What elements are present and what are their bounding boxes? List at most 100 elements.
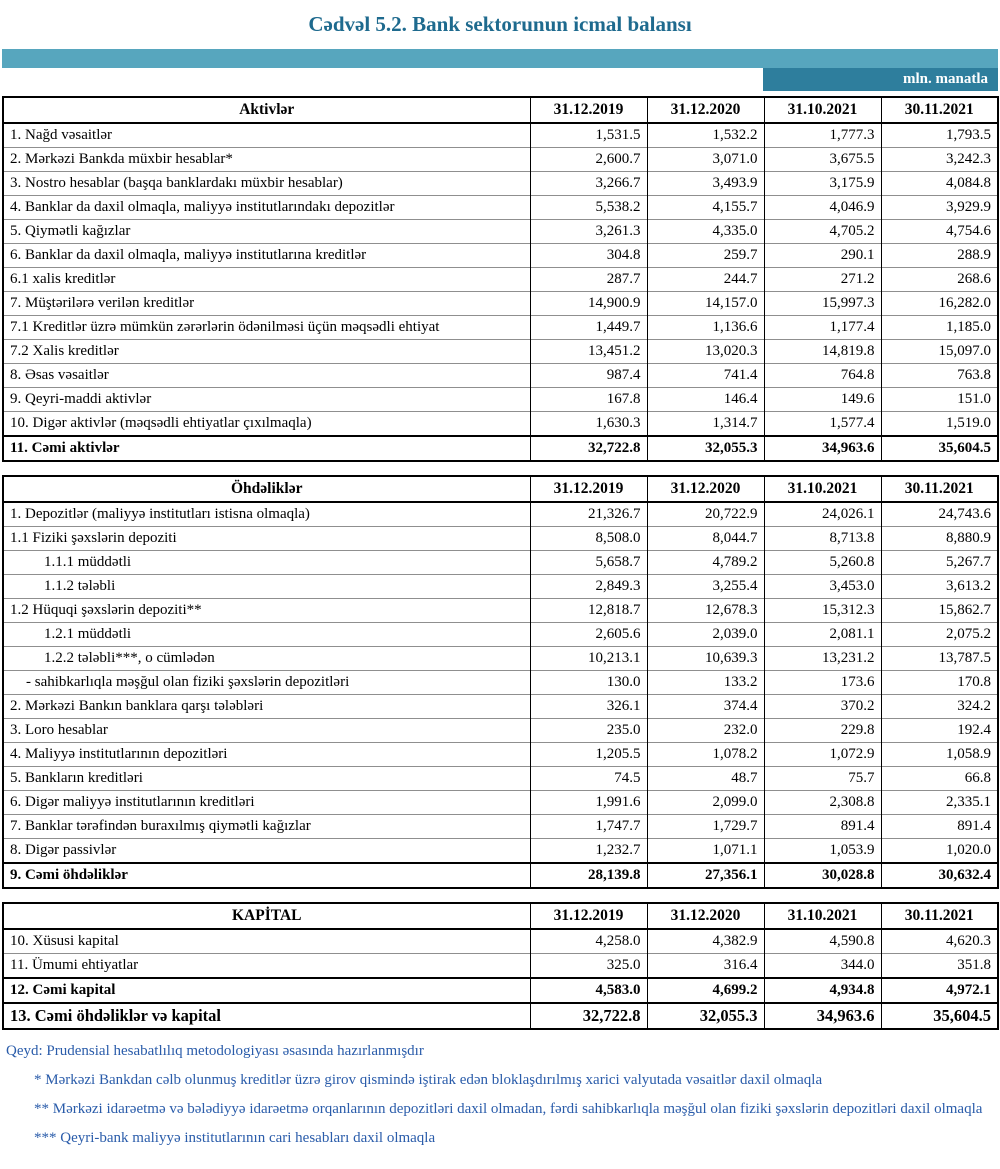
value-cell: 2,849.3	[529, 574, 648, 599]
value-cell: 1,058.9	[880, 742, 999, 767]
value-cell: 370.2	[763, 694, 882, 719]
value-cell: 3,255.4	[646, 574, 765, 599]
column-header: 31.12.2020	[646, 902, 765, 930]
value-cell: 3,266.7	[529, 171, 648, 196]
value-cell: 1,185.0	[880, 315, 999, 340]
value-cell: 35,604.5	[880, 1002, 999, 1029]
balance-table-aktivler: Aktivlər 31.12.2019 31.12.2020 31.10.2021 30…	[2, 96, 999, 462]
table-row: 3. Loro hesablar 235.0 232.0 229.8 192.4	[2, 718, 999, 743]
row-label: 1.2.2 tələbli***, o cümlədən	[2, 646, 531, 671]
value-cell: 12,818.7	[529, 598, 648, 623]
column-header: 31.10.2021	[763, 902, 882, 930]
value-cell: 24,026.1	[763, 501, 882, 527]
value-cell: 133.2	[646, 670, 765, 695]
table-row: 6. Digər maliyyə institutlarının kreditl…	[2, 790, 999, 815]
value-cell: 14,819.8	[763, 339, 882, 364]
footnote: * Mərkəzi Bankdan cəlb olunmuş kreditlər…	[34, 1072, 823, 1088]
value-cell: 229.8	[763, 718, 882, 743]
value-cell: 149.6	[763, 387, 882, 412]
column-header: 31.12.2019	[529, 902, 648, 930]
value-cell: 316.4	[646, 953, 765, 978]
value-cell: 3,242.3	[880, 147, 999, 172]
balance-table-ohdelikler: Öhdəliklər 31.12.2019 31.12.2020 31.10.2021…	[2, 475, 999, 889]
value-cell: 4,789.2	[646, 550, 765, 575]
value-cell: 1,020.0	[880, 838, 999, 863]
row-label: 1.1 Fiziki şəxslərin depoziti	[2, 526, 531, 551]
section-title: Aktivlər	[2, 96, 531, 124]
value-cell: 1,205.5	[529, 742, 648, 767]
value-cell: 4,934.8	[763, 977, 882, 1003]
value-cell: 259.7	[646, 243, 765, 268]
value-cell: 1,314.7	[646, 411, 765, 436]
value-cell: 891.4	[880, 814, 999, 839]
value-cell: 4,590.8	[763, 928, 882, 954]
value-cell: 173.6	[763, 670, 882, 695]
value-cell: 2,039.0	[646, 622, 765, 647]
value-cell: 1,532.2	[646, 122, 765, 148]
value-cell: 20,722.9	[646, 501, 765, 527]
value-cell: 75.7	[763, 766, 882, 791]
value-cell: 2,335.1	[880, 790, 999, 815]
value-cell: 287.7	[529, 267, 648, 292]
footnote: ** Mərkəzi idarəetmə və bələdiyyə idarəe…	[34, 1101, 983, 1117]
value-cell: 1,747.7	[529, 814, 648, 839]
value-cell: 351.8	[880, 953, 999, 978]
value-cell: 66.8	[880, 766, 999, 791]
value-cell: 5,658.7	[529, 550, 648, 575]
value-cell: 1,531.5	[529, 122, 648, 148]
value-cell: 290.1	[763, 243, 882, 268]
table-row: 9. Cəmi öhdəliklər 28,139.8 27,356.1 30,028…	[2, 862, 999, 888]
table-row: 11. Ümumi ehtiyatlar 325.0 316.4 344.0 351.8	[2, 953, 999, 978]
row-label: 7. Müştərilərə verilən kreditlər	[2, 291, 531, 316]
table-row: 7.1 Kreditlər üzrə mümkün zərərlərin ödə…	[2, 315, 999, 340]
value-cell: 1,519.0	[880, 411, 999, 436]
row-label: 7.2 Xalis kreditlər	[2, 339, 531, 364]
table-row: 1.2.2 tələbli***, o cümlədən 10,213.1 10,6…	[2, 646, 999, 671]
section-title: Öhdəliklər	[2, 475, 531, 503]
value-cell: 1,630.3	[529, 411, 648, 436]
value-cell: 4,699.2	[646, 977, 765, 1003]
row-label: 8. Digər passivlər	[2, 838, 531, 863]
value-cell: 4,084.8	[880, 171, 999, 196]
value-cell: 324.2	[880, 694, 999, 719]
row-label: - sahibkarlıqla məşğul olan fiziki şəxsl…	[2, 670, 531, 695]
value-cell: 16,282.0	[880, 291, 999, 316]
unit-label: mln. manatla	[763, 68, 998, 91]
table-row: 5. Qiymətli kağızlar 3,261.3 4,335.0 4,705.…	[2, 219, 999, 244]
row-label: 6.1 xalis kreditlər	[2, 267, 531, 292]
table-row: 2. Mərkəzi Bankda müxbir hesablar* 2,600.…	[2, 147, 999, 172]
value-cell: 4,705.2	[763, 219, 882, 244]
row-label: 9. Cəmi öhdəliklər	[2, 862, 531, 888]
value-cell: 146.4	[646, 387, 765, 412]
value-cell: 3,929.9	[880, 195, 999, 220]
value-cell: 374.4	[646, 694, 765, 719]
value-cell: 2,081.1	[763, 622, 882, 647]
value-cell: 344.0	[763, 953, 882, 978]
table-row: 10. Xüsusi kapital 4,258.0 4,382.9 4,590.8 4…	[2, 928, 999, 954]
value-cell: 4,258.0	[529, 928, 648, 954]
row-label: 1. Nağd vəsaitlər	[2, 122, 531, 148]
value-cell: 8,713.8	[763, 526, 882, 551]
value-cell: 763.8	[880, 363, 999, 388]
value-cell: 3,493.9	[646, 171, 765, 196]
column-header: 30.11.2021	[880, 902, 999, 930]
value-cell: 1,072.9	[763, 742, 882, 767]
row-label: 5. Qiymətli kağızlar	[2, 219, 531, 244]
value-cell: 271.2	[763, 267, 882, 292]
row-label: 2. Mərkəzi Bankın banklara qarşı tələblə…	[2, 694, 531, 719]
value-cell: 15,312.3	[763, 598, 882, 623]
value-cell: 1,449.7	[529, 315, 648, 340]
row-label: 3. Nostro hesablar (başqa banklardakı mü…	[2, 171, 531, 196]
value-cell: 232.0	[646, 718, 765, 743]
value-cell: 15,862.7	[880, 598, 999, 623]
value-cell: 3,613.2	[880, 574, 999, 599]
value-cell: 2,308.8	[763, 790, 882, 815]
value-cell: 32,722.8	[529, 1002, 648, 1029]
value-cell: 2,605.6	[529, 622, 648, 647]
table-row: 6.1 xalis kreditlər 287.7 244.7 271.2 268.6	[2, 267, 999, 292]
table-row: 1. Depozitlər (maliyyə institutları isti…	[2, 501, 999, 527]
value-cell: 2,600.7	[529, 147, 648, 172]
row-label: 1.2 Hüquqi şəxslərin depoziti**	[2, 598, 531, 623]
value-cell: 3,175.9	[763, 171, 882, 196]
